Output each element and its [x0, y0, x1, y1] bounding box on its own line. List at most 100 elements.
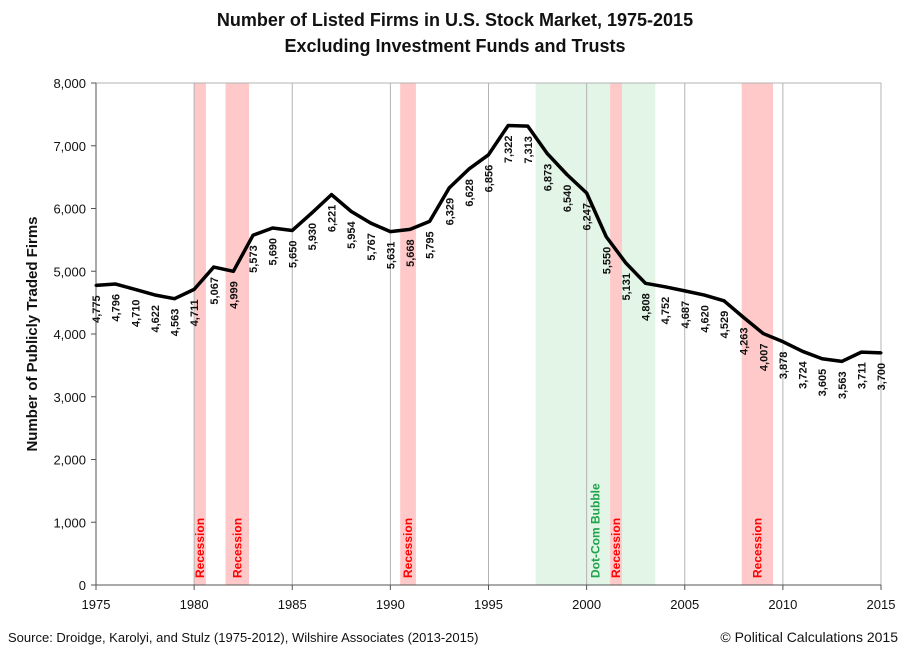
- data-label: 3,700: [876, 363, 888, 391]
- y-tick-label: 6,000: [53, 202, 86, 217]
- data-point: [447, 186, 451, 190]
- x-tick-label: 1985: [278, 597, 307, 612]
- data-point: [251, 233, 255, 237]
- data-label: 6,873: [542, 164, 554, 192]
- y-tick-label: 5,000: [53, 264, 86, 279]
- data-label: 7,322: [503, 136, 515, 164]
- data-point: [879, 351, 883, 355]
- recession-label: Recession: [230, 518, 244, 578]
- source-note: Source: Droidge, Karolyi, and Stulz (197…: [8, 630, 479, 645]
- data-label: 4,808: [641, 293, 653, 321]
- data-point: [820, 357, 824, 361]
- data-label: 6,221: [327, 205, 339, 233]
- recession-band: [610, 83, 622, 585]
- data-label: 4,710: [130, 299, 142, 327]
- data-labels: 4,775 4,796 4,710 4,622 4,563 4,711 5,067 4,999…: [91, 136, 888, 399]
- data-label: 4,687: [680, 301, 692, 329]
- data-point: [133, 287, 137, 291]
- recession-band: [400, 83, 416, 585]
- data-point: [428, 219, 432, 223]
- data-point: [565, 173, 569, 177]
- data-label: 4,007: [758, 344, 770, 372]
- data-point: [585, 191, 589, 195]
- data-label: 6,856: [484, 165, 496, 193]
- data-label: 7,313: [523, 136, 535, 164]
- recession-label: Recession: [750, 518, 764, 578]
- x-tick-label: 1990: [376, 597, 405, 612]
- data-point: [408, 227, 412, 231]
- data-point: [114, 282, 118, 286]
- chart-subtitle: Excluding Investment Funds and Trusts: [284, 36, 626, 56]
- data-label: 3,711: [856, 362, 868, 389]
- axes: 0 1,000 2,000 3,000 4,000 5,000 6,000 7,000 8,00…: [53, 76, 895, 612]
- y-tick-label: 4,000: [53, 327, 86, 342]
- data-label: 5,930: [307, 223, 319, 251]
- x-tick-label: 1980: [180, 597, 209, 612]
- data-point: [94, 283, 98, 287]
- data-point: [683, 289, 687, 293]
- data-point: [271, 226, 275, 230]
- data-label: 4,796: [111, 294, 123, 322]
- data-point: [487, 153, 490, 157]
- data-label: 4,563: [170, 309, 182, 337]
- data-label: 5,795: [425, 231, 437, 259]
- bubble-band: [535, 83, 656, 585]
- data-label: 3,563: [837, 371, 849, 399]
- data-label: 5,573: [248, 245, 260, 273]
- data-label: 5,954: [346, 221, 358, 249]
- data-point: [742, 315, 746, 319]
- data-label: 5,650: [287, 240, 299, 268]
- credit: © Political Calculations 2015: [720, 629, 898, 645]
- data-point: [290, 228, 294, 232]
- x-tick-label: 1995: [474, 597, 503, 612]
- recession-label: Recession: [401, 518, 415, 578]
- x-tick-label: 1975: [82, 597, 111, 612]
- data-label: 3,605: [817, 369, 829, 397]
- data-point: [840, 359, 844, 363]
- data-label: 6,247: [582, 203, 594, 231]
- data-point: [781, 340, 785, 344]
- data-label: 5,131: [621, 273, 633, 301]
- data-point: [231, 269, 235, 273]
- data-point: [349, 209, 353, 213]
- data-label: 4,263: [739, 327, 751, 355]
- data-label: 4,711: [189, 299, 201, 326]
- data-label: 3,724: [798, 360, 810, 388]
- data-point: [153, 293, 157, 297]
- recession-label: Recession: [609, 518, 623, 578]
- data-point: [173, 297, 176, 301]
- y-tick-label: 3,000: [53, 390, 86, 405]
- y-axis-label: Number of Publicly Traded Firms: [24, 216, 41, 451]
- data-point: [644, 281, 647, 285]
- data-point: [526, 124, 530, 128]
- y-tick-label: 0: [79, 578, 86, 593]
- data-label: 4,620: [699, 305, 711, 333]
- bubble-label: Dot-Com Bubble: [588, 483, 602, 578]
- data-point: [702, 293, 706, 297]
- data-label: 5,550: [601, 247, 613, 275]
- data-point: [330, 193, 333, 197]
- x-tick-label: 2005: [670, 597, 699, 612]
- y-tick-label: 8,000: [53, 76, 86, 91]
- data-label: 6,329: [444, 198, 456, 226]
- data-label: 5,690: [268, 238, 280, 266]
- data-point: [761, 332, 765, 336]
- x-tick-label: 2000: [572, 597, 601, 612]
- data-point: [506, 124, 510, 128]
- chart-title: Number of Listed Firms in U.S. Stock Mar…: [216, 10, 694, 30]
- recession-band: [225, 83, 250, 585]
- data-label: 4,622: [150, 305, 162, 333]
- data-point: [388, 230, 392, 234]
- data-point: [801, 349, 804, 353]
- data-label: 4,775: [91, 295, 103, 323]
- data-label: 3,878: [778, 352, 790, 380]
- y-tick-label: 7,000: [53, 139, 86, 154]
- data-label: 5,668: [405, 239, 417, 267]
- data-label: 6,628: [464, 179, 476, 207]
- recession-label: Recession: [193, 518, 207, 578]
- data-point: [859, 350, 863, 354]
- data-label: 5,767: [366, 233, 378, 261]
- data-label: 4,999: [228, 281, 240, 309]
- data-label: 4,529: [719, 311, 731, 339]
- y-tick-label: 1,000: [53, 515, 86, 530]
